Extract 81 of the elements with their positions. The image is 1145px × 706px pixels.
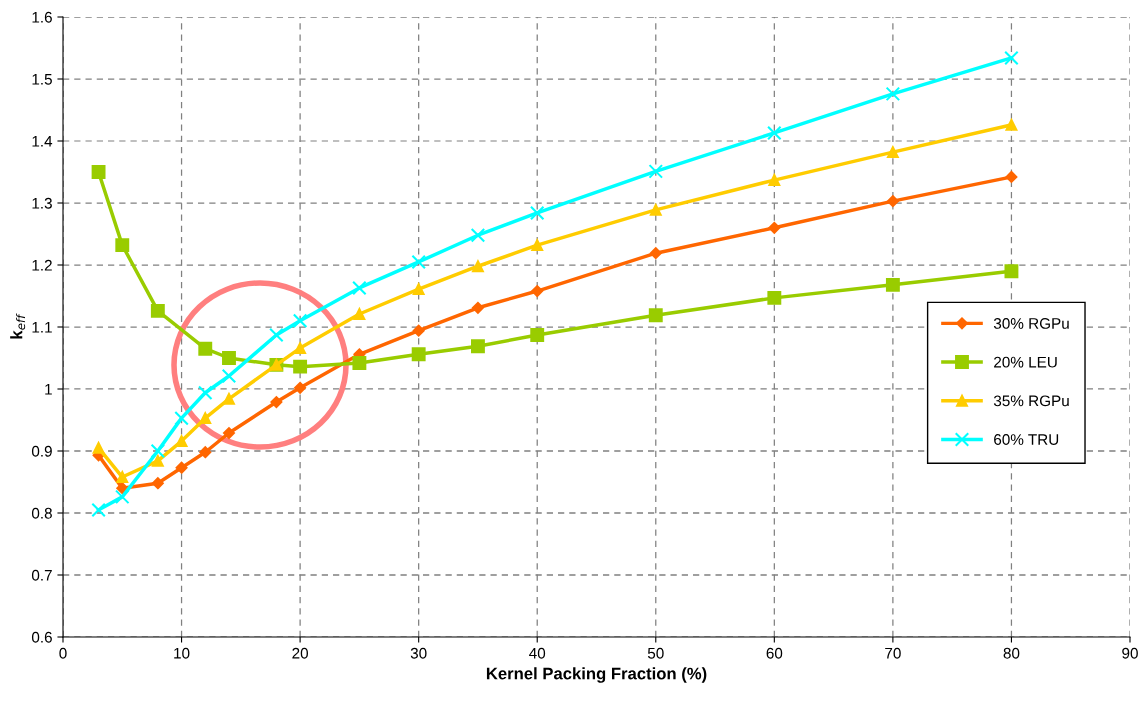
x-tick-label: 50 <box>647 647 664 659</box>
y-tick-label: 0.7 <box>31 569 52 581</box>
point <box>412 283 425 296</box>
point <box>648 164 664 179</box>
point <box>529 205 545 221</box>
point <box>411 254 426 270</box>
point <box>199 446 212 459</box>
point <box>885 86 901 102</box>
y-tick-label: 0.9 <box>31 445 52 457</box>
x-tick-label: 10 <box>174 647 190 659</box>
y-tick-label: 1.2 <box>32 259 52 271</box>
y-tick-label: 0.8 <box>31 507 52 519</box>
point <box>197 385 213 401</box>
point <box>530 328 545 342</box>
point <box>412 324 425 337</box>
point <box>768 174 781 186</box>
point <box>292 313 308 329</box>
point <box>151 455 164 467</box>
legend-label: 30% RGPu <box>993 318 1069 329</box>
y-tick-label: 1.5 <box>32 74 52 85</box>
point <box>294 381 307 394</box>
point <box>1004 264 1019 279</box>
point <box>648 308 663 323</box>
point <box>223 427 235 439</box>
point <box>151 477 164 490</box>
legend-label: 35% RGPu <box>993 395 1069 407</box>
point <box>472 260 484 273</box>
point <box>411 347 426 362</box>
point <box>150 303 165 318</box>
point <box>649 203 662 216</box>
point <box>767 125 782 141</box>
x-tick-label: 20 <box>292 647 309 659</box>
point <box>886 146 899 159</box>
point <box>531 239 544 252</box>
point <box>91 165 106 179</box>
y-tick-label: 1.4 <box>32 136 53 147</box>
point <box>270 396 283 408</box>
point <box>1005 171 1018 183</box>
point <box>198 341 213 356</box>
point <box>471 339 485 354</box>
x-tick-label: 80 <box>1003 647 1020 659</box>
point <box>294 342 307 354</box>
point <box>885 277 900 292</box>
x-tick-label: 0 <box>59 647 67 659</box>
point <box>222 351 236 365</box>
point <box>269 327 284 343</box>
point <box>470 227 486 243</box>
y-tick-label: 0.6 <box>31 631 52 643</box>
legend-label: 60% TRU <box>994 434 1059 445</box>
x-tick-label: 90 <box>1122 647 1138 659</box>
point <box>531 285 544 297</box>
point <box>114 489 130 505</box>
point <box>293 359 308 374</box>
point <box>352 356 367 370</box>
y-tick-label: 1.3 <box>32 197 52 209</box>
point <box>1005 118 1018 131</box>
point <box>150 443 166 459</box>
point <box>886 195 899 208</box>
y-tick-label: 1 <box>45 384 52 395</box>
x-tick-label: 30 <box>410 647 427 659</box>
point <box>767 290 782 305</box>
point <box>1004 50 1019 66</box>
x-tick-label: 70 <box>885 647 901 659</box>
x-axis-title: Kernel Packing Fraction (%) <box>486 667 707 683</box>
x-tick-label: 40 <box>529 647 546 659</box>
point <box>471 301 484 314</box>
y-tick-label: 1.6 <box>32 11 52 23</box>
point <box>352 280 367 296</box>
point <box>174 410 189 426</box>
point <box>115 238 130 253</box>
point <box>175 435 188 447</box>
point <box>175 461 188 474</box>
point <box>91 502 106 518</box>
x-tick-label: 60 <box>766 647 783 659</box>
point <box>199 412 212 425</box>
y-axis-title: k$_{eff}$ <box>10 313 26 339</box>
y-tick-label: 1.1 <box>32 322 52 333</box>
point <box>221 368 237 384</box>
point <box>649 247 662 260</box>
point <box>768 221 781 234</box>
legend-label: 20% LEU <box>994 356 1057 368</box>
